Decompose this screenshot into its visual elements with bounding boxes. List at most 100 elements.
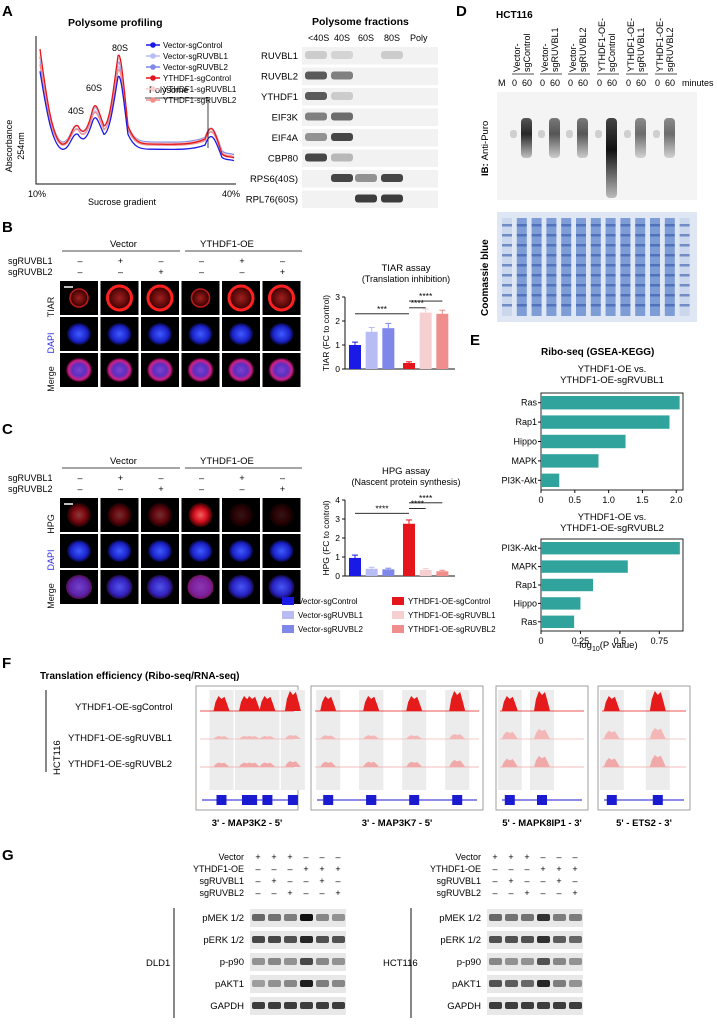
pathway-label: Ras	[521, 617, 538, 627]
gel-band	[679, 254, 690, 257]
gel-band	[516, 274, 527, 277]
blot-band	[268, 1002, 281, 1009]
blot-band	[505, 958, 518, 965]
sign: –	[77, 473, 82, 483]
gel-band	[546, 284, 557, 287]
gsea-chart-1: YTHDF1-OE vs.YTHDF1-OE-sgRVUBL1 Ras Rap1 Hi…	[501, 364, 684, 505]
gel-band	[546, 264, 557, 267]
gel-band	[620, 254, 631, 257]
legend-swatch	[392, 625, 404, 633]
blot-band	[505, 1002, 518, 1009]
blot-row-label: YTHDF1	[261, 92, 298, 103]
blot-band	[381, 51, 403, 59]
blot-band	[268, 914, 281, 921]
stain-label: Merge	[46, 583, 56, 609]
bar	[382, 328, 395, 369]
gel-lane	[546, 218, 557, 316]
legend-marker	[150, 97, 156, 103]
blot-band	[331, 71, 353, 80]
condition-sign: –	[540, 876, 545, 886]
panel-b: B Vector YTHDF1-OEsgRUVBL1sgRUVBL2––+––+–…	[2, 219, 455, 392]
sign: +	[158, 267, 163, 277]
panel-f-letter: F	[2, 655, 11, 672]
panel-f-cell-line: HCT116	[52, 740, 63, 775]
blot-band	[569, 914, 582, 921]
gel-band	[590, 294, 601, 297]
condition-sign: +	[556, 864, 561, 874]
merge-cell	[66, 358, 92, 382]
blot-band	[305, 112, 327, 121]
blot-band	[252, 936, 265, 943]
gel-band	[635, 224, 646, 227]
coverage-peak	[320, 761, 337, 767]
merge-cell	[147, 575, 173, 599]
hpg-signal	[107, 503, 132, 527]
coverage-peak	[213, 736, 230, 739]
panel-d: D HCT116 Vector-sgControl Vector-sgRUVBL1…	[456, 3, 714, 322]
gel-band	[620, 224, 631, 227]
blot-band	[355, 194, 377, 203]
gel-band	[605, 234, 616, 237]
condition-sign: –	[319, 852, 324, 862]
merge-cell	[106, 358, 133, 382]
bar	[365, 568, 378, 576]
gsea-subtitle-line2: YTHDF1-OE-sgRVUBL2	[560, 523, 664, 534]
condition-sign: +	[492, 852, 497, 862]
legend-label: Vector-sgRUVBL1	[163, 52, 228, 61]
c-microscopy-grid: HPG DAPI Merge	[46, 498, 301, 609]
sign: –	[118, 267, 123, 277]
fraction-header: 60S	[358, 33, 374, 43]
condition-sign: –	[255, 888, 260, 898]
blot-band	[569, 980, 582, 987]
blot-strip	[302, 149, 438, 167]
time-label: 60	[578, 78, 588, 88]
condition-sign: –	[540, 852, 545, 862]
gel-lane	[635, 218, 646, 316]
gel-lane	[576, 218, 586, 316]
coverage-peak	[406, 696, 423, 711]
blot-band	[331, 153, 353, 162]
merge-cell	[228, 358, 254, 382]
gel-band	[561, 294, 572, 297]
sucrose-gradient-label: Sucrose gradient	[88, 197, 157, 207]
gel-band	[620, 244, 631, 247]
blot-band	[505, 980, 518, 987]
puro-smear	[549, 118, 560, 158]
condition-sign: –	[540, 888, 545, 898]
condition-label: Vector	[455, 852, 481, 862]
condition-label: sgRUVBL2	[436, 888, 481, 898]
hpg-signal	[269, 503, 294, 527]
cell-ring	[268, 284, 295, 312]
pathway-label: PI3K-Akt	[501, 475, 537, 485]
y-tick-label: 3	[335, 292, 340, 302]
c-condition-header: Vector YTHDF1-OEsgRUVBL1sgRUVBL2––+––+––+…	[8, 456, 302, 494]
blot-band	[489, 914, 502, 921]
blot-band	[305, 133, 327, 141]
coverage-peak	[534, 691, 550, 711]
gradient-end-label: 40%	[222, 189, 240, 199]
row-label-sgruvbl1: sgRUVBL1	[8, 256, 53, 266]
track-label-sgruvbl1: YTHDF1-OE-sgRUVBL1	[68, 733, 172, 744]
condition-sign: +	[319, 864, 324, 874]
gel-band	[664, 234, 675, 237]
condition-sign: –	[508, 864, 513, 874]
sign: –	[77, 256, 82, 266]
gel-band	[650, 274, 660, 277]
chart-title: HPG assay	[382, 466, 430, 477]
time-label: 0	[540, 78, 545, 88]
coverage-peak	[603, 730, 620, 739]
gel-band	[679, 304, 690, 307]
blot-row-label: RPL76(60S)	[246, 195, 298, 206]
gel-band	[679, 264, 690, 267]
coverage-peak	[603, 758, 620, 767]
blot-strip	[487, 997, 583, 1015]
gel-band	[664, 284, 675, 287]
condition-sign: –	[556, 852, 561, 862]
gel-band	[561, 264, 572, 267]
blot-band	[489, 958, 502, 965]
gel-band	[664, 254, 675, 257]
blot-band	[316, 980, 329, 987]
legend-label: YTHDF1-sgRUVBL2	[163, 96, 237, 105]
coverage-peak	[501, 758, 518, 767]
blot-label: pERK 1/2	[440, 935, 481, 946]
